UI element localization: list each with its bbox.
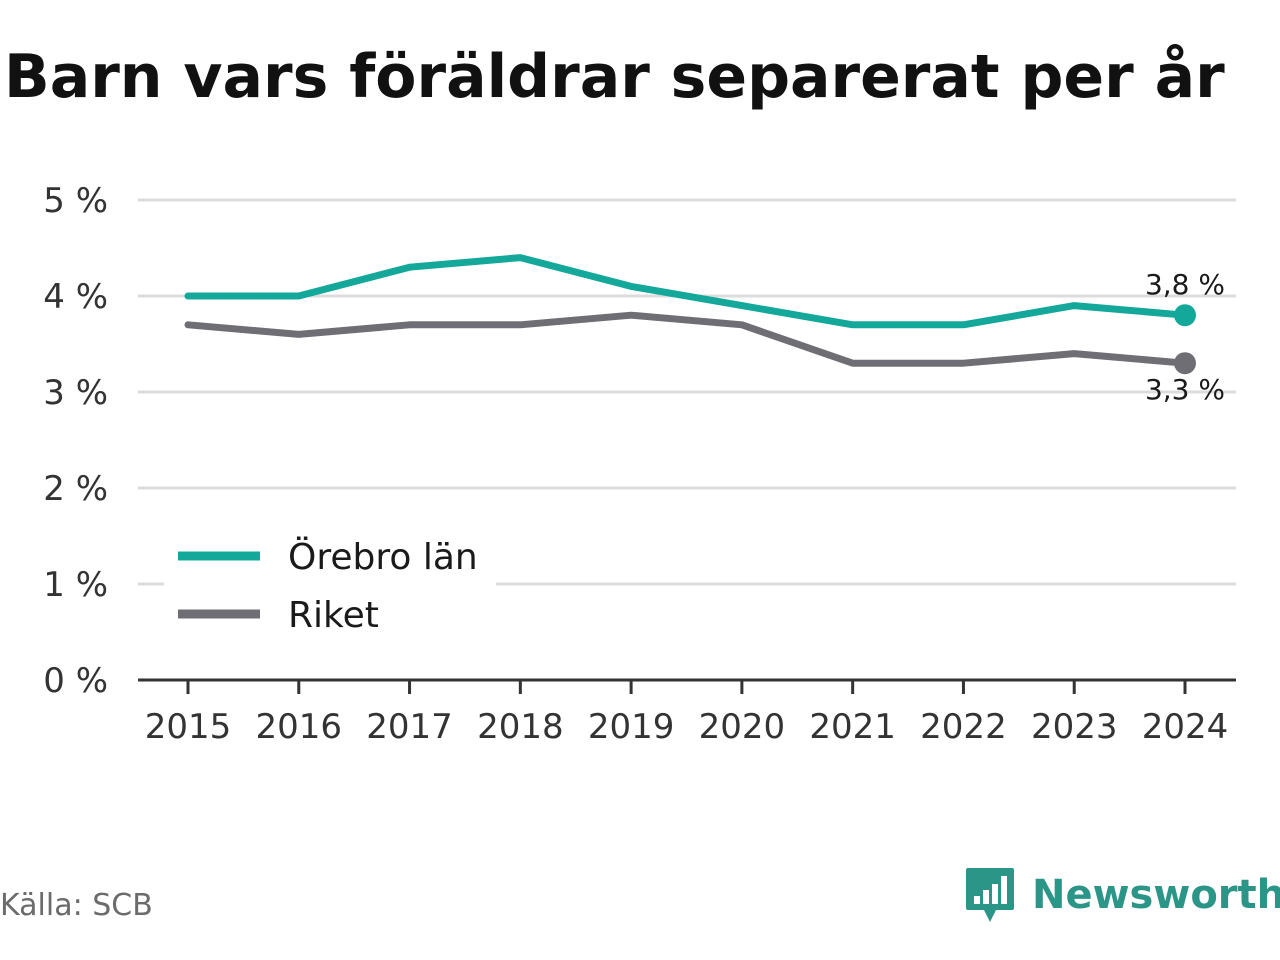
end-value-label: 3,8 % — [1145, 268, 1225, 301]
x-tick-label: 2017 — [366, 707, 453, 747]
y-axis-ticks: 0 % 1 % 2 % 3 % 4 % 5 % — [43, 181, 108, 701]
x-tick-label: 2015 — [145, 707, 232, 747]
legend: Örebro län Riket — [164, 524, 496, 644]
legend-label: Örebro län — [288, 536, 478, 578]
source-label: Källa: SCB — [0, 888, 153, 923]
data-point — [1174, 304, 1196, 327]
series-line — [184, 254, 1189, 329]
brand-name: Newsworthy — [1032, 872, 1280, 918]
legend-label: Riket — [288, 595, 379, 636]
x-tick-label: 2016 — [256, 707, 343, 747]
x-tick-label: 2018 — [477, 707, 564, 747]
newsworthy-logo-icon — [966, 868, 1014, 922]
page-title: Barn vars föräldrar separerat per år — [4, 42, 1225, 112]
x-tick-label: 2023 — [1031, 707, 1118, 747]
x-axis: 2015 2016 2017 2018 2019 2020 2021 2022 2023 2024 — [138, 678, 1236, 747]
x-tick-label: 2019 — [588, 707, 675, 747]
y-tick-label: 3 % — [43, 373, 108, 413]
y-tick-label: 1 % — [43, 565, 108, 605]
end-labels: 3,8 % 3,3 % — [1145, 268, 1225, 406]
series-line — [184, 311, 1189, 367]
x-tick-label: 2021 — [809, 707, 896, 747]
y-tick-label: 5 % — [43, 181, 108, 221]
x-tick-label: 2024 — [1142, 707, 1229, 747]
x-tick-label: 2022 — [920, 707, 1007, 747]
y-tick-label: 2 % — [43, 469, 108, 509]
data-point — [1174, 352, 1196, 375]
y-tick-label: 4 % — [43, 277, 108, 317]
y-tick-label: 0 % — [43, 661, 108, 701]
series-lines — [184, 254, 1196, 375]
brand-logo: Newsworthy — [964, 866, 1280, 924]
x-tick-label: 2020 — [699, 707, 786, 747]
legend-background — [164, 524, 496, 644]
end-value-label: 3,3 % — [1145, 373, 1225, 406]
